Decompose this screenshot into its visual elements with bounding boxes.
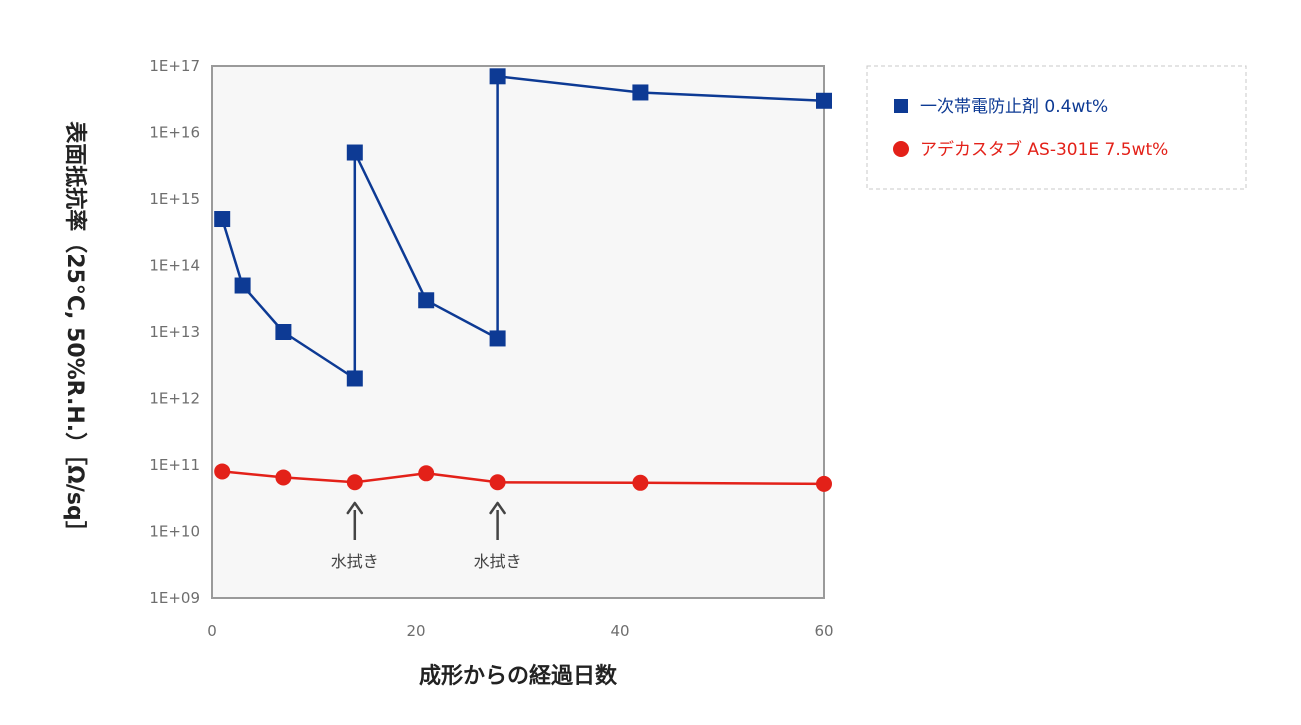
series-1 bbox=[214, 68, 832, 387]
annotation: 水拭き bbox=[474, 501, 522, 571]
legend-box bbox=[866, 65, 1247, 190]
y-tick-label: 1E+13 bbox=[149, 323, 200, 341]
x-tick-label: 60 bbox=[814, 622, 833, 640]
data-point-circle bbox=[632, 474, 649, 491]
legend-marker-square bbox=[894, 99, 908, 113]
data-point-circle bbox=[275, 469, 292, 486]
data-point-square bbox=[489, 330, 506, 347]
legend-label-series-1: 一次帯電防止剤 0.4wt% bbox=[920, 97, 1108, 117]
data-point-circle bbox=[489, 474, 506, 491]
data-point-square bbox=[418, 292, 435, 309]
y-tick-label: 1E+09 bbox=[149, 589, 200, 607]
x-tick-label: 20 bbox=[406, 622, 425, 640]
series-2 bbox=[214, 463, 832, 492]
legend-label-series-2: アデカスタブ AS-301E 7.5wt% bbox=[920, 139, 1168, 160]
y-tick-label: 1E+12 bbox=[149, 390, 200, 408]
series-layer bbox=[214, 68, 832, 492]
data-point-square bbox=[234, 277, 251, 294]
y-tick-label: 1E+11 bbox=[149, 456, 200, 474]
annotation-label: 水拭き bbox=[474, 552, 522, 571]
y-tick-label: 1E+17 bbox=[149, 57, 200, 75]
legend: 一次帯電防止剤 0.4wt% アデカスタブ AS-301E 7.5wt% bbox=[866, 65, 1247, 190]
data-point-square bbox=[275, 324, 292, 340]
y-axis-title: 表面抵抗率（25°C, 50%R.H.）［Ω/sq］ bbox=[62, 121, 88, 543]
annotation-arrow-head bbox=[346, 501, 364, 515]
y-tick-label: 1E+14 bbox=[149, 257, 200, 275]
y-axis-tick-labels: 1E+09 1E+10 1E+11 1E+12 1E+13 1E+14 1E+15 1E+16… bbox=[149, 57, 200, 607]
data-point-circle bbox=[346, 474, 363, 491]
y-tick-label: 1E+10 bbox=[149, 523, 200, 541]
annotation-label: 水拭き bbox=[331, 552, 379, 571]
data-point-square bbox=[632, 84, 649, 101]
legend-marker-circle bbox=[893, 141, 909, 157]
y-tick-label: 1E+15 bbox=[149, 190, 200, 208]
data-point-circle bbox=[816, 475, 832, 492]
y-tick-label: 1E+16 bbox=[149, 124, 200, 142]
annotation-arrow-head bbox=[489, 501, 506, 515]
x-tick-label: 0 bbox=[207, 622, 217, 640]
annotation-layer: 水拭き 水拭き bbox=[331, 501, 522, 571]
annotation: 水拭き bbox=[331, 501, 379, 571]
series-line bbox=[221, 75, 825, 380]
data-point-square bbox=[489, 68, 506, 85]
x-axis-tick-labels: 0 20 40 60 bbox=[207, 622, 833, 640]
data-point-square bbox=[346, 144, 363, 161]
data-point-circle bbox=[214, 463, 231, 480]
x-tick-label: 40 bbox=[610, 622, 629, 640]
data-point-square bbox=[346, 370, 363, 387]
plot-area bbox=[211, 65, 825, 599]
data-point-circle bbox=[418, 465, 435, 482]
data-point-square bbox=[214, 211, 231, 228]
data-point-square bbox=[816, 92, 832, 109]
x-axis-title: 成形からの経過日数 bbox=[419, 663, 618, 689]
